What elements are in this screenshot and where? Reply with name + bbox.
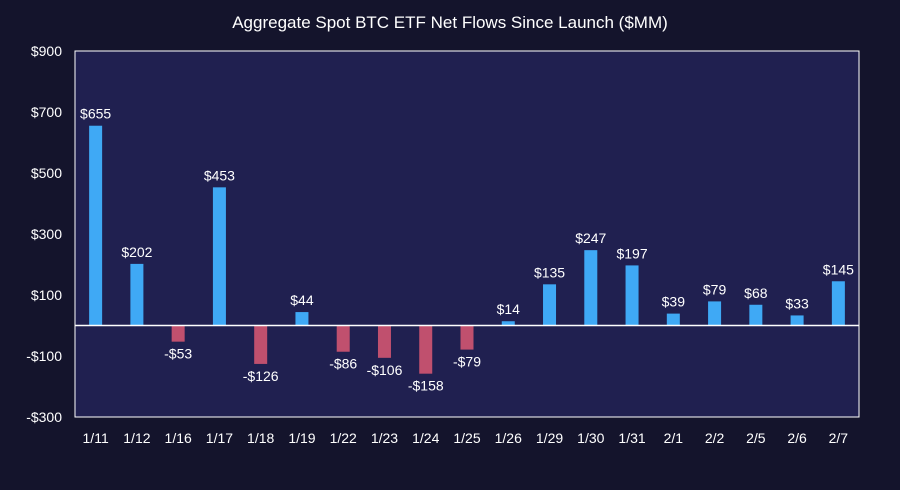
x-tick-label: 1/16 xyxy=(165,430,192,446)
x-tick-label: 1/11 xyxy=(83,430,109,446)
x-tick-label: 2/6 xyxy=(787,430,807,446)
data-label: $44 xyxy=(290,292,314,308)
bar-1-18 xyxy=(254,325,268,364)
x-tick-label: 1/31 xyxy=(618,430,645,446)
bar-1-23 xyxy=(377,325,391,358)
x-tick-label: 1/18 xyxy=(247,430,274,446)
x-tick-label: 1/22 xyxy=(330,430,357,446)
data-label: $655 xyxy=(80,106,111,122)
bars xyxy=(89,125,845,374)
data-label: -$106 xyxy=(367,362,403,378)
y-tick-label: -$100 xyxy=(26,348,62,364)
bar-1-24 xyxy=(419,325,433,374)
bar-1-16 xyxy=(171,325,185,342)
y-axis-ticks: $900 $700 $500 $300 $100 -$100 -$300 xyxy=(26,43,62,425)
x-tick-label: 2/7 xyxy=(829,430,849,446)
data-label: $145 xyxy=(823,261,854,277)
data-labels: $655 $202 -$53 $453 -$126 $44 -$86 -$106 -$158 -$… xyxy=(80,106,854,394)
x-tick-label: 1/12 xyxy=(123,430,150,446)
data-label: $33 xyxy=(785,295,809,311)
y-tick-label: $500 xyxy=(31,165,62,181)
data-label: -$86 xyxy=(329,356,357,372)
data-label: -$53 xyxy=(164,346,192,362)
x-tick-label: 1/30 xyxy=(577,430,604,446)
x-tick-label: 1/29 xyxy=(536,430,563,446)
data-label: $202 xyxy=(121,244,152,260)
x-tick-label: 2/5 xyxy=(746,430,766,446)
bar-2-1 xyxy=(666,313,680,326)
x-tick-label: 2/1 xyxy=(664,430,684,446)
bar-1-25 xyxy=(460,325,474,350)
y-tick-label: $900 xyxy=(31,43,62,59)
y-tick-label: $300 xyxy=(31,226,62,242)
bar-1-12 xyxy=(130,263,144,326)
data-label: $79 xyxy=(703,281,727,297)
data-label: -$126 xyxy=(243,368,279,384)
x-tick-label: 1/24 xyxy=(412,430,439,446)
bar-1-30 xyxy=(584,250,598,326)
plot-area xyxy=(74,50,860,418)
data-label: -$79 xyxy=(453,354,481,370)
y-tick-label: -$300 xyxy=(26,409,62,425)
data-label: $14 xyxy=(497,301,521,317)
data-label: $135 xyxy=(534,264,565,280)
data-label: $197 xyxy=(616,245,647,261)
bar-1-19 xyxy=(295,312,309,326)
data-label: $68 xyxy=(744,285,768,301)
y-tick-label: $700 xyxy=(31,104,62,120)
data-label: $39 xyxy=(662,294,686,310)
data-label: $453 xyxy=(204,167,235,183)
x-tick-label: 1/25 xyxy=(453,430,480,446)
bar-1-29 xyxy=(543,284,557,326)
bar-2-2 xyxy=(708,301,722,326)
x-tick-label: 1/26 xyxy=(495,430,522,446)
bar-1-26 xyxy=(501,321,515,326)
x-tick-label: 2/2 xyxy=(705,430,725,446)
data-label: -$158 xyxy=(408,378,444,394)
bar-1-22 xyxy=(336,325,350,352)
bar-1-11 xyxy=(89,125,103,326)
bar-2-7 xyxy=(831,281,845,326)
bar-1-17 xyxy=(212,187,226,326)
bar-2-5 xyxy=(749,304,763,326)
chart-title: Aggregate Spot BTC ETF Net Flows Since L… xyxy=(232,13,668,32)
data-label: $247 xyxy=(575,230,606,246)
x-axis-ticks: 1/11 1/12 1/16 1/17 1/18 1/19 1/22 1/23 1/24 1/25… xyxy=(83,430,849,446)
bar-1-31 xyxy=(625,265,639,326)
x-tick-label: 1/19 xyxy=(288,430,315,446)
x-tick-label: 1/23 xyxy=(371,430,398,446)
y-tick-label: $100 xyxy=(31,287,62,303)
x-tick-label: 1/17 xyxy=(206,430,233,446)
bar-2-6 xyxy=(790,315,804,326)
